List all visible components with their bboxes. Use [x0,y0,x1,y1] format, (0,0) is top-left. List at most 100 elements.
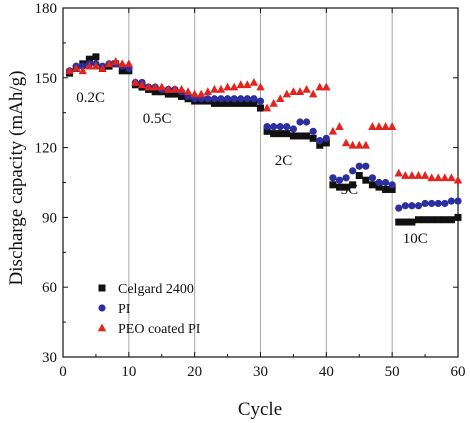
data-point [230,99,238,107]
data-point [401,171,410,179]
data-point [434,199,442,208]
data-point [328,126,338,135]
data-point [447,173,456,182]
data-point [190,89,199,98]
legend-label: Celgard 2400 [118,282,194,297]
data-point [408,218,416,226]
data-point [421,199,429,208]
data-point [355,172,363,180]
data-point [144,82,153,91]
data-point [223,82,232,91]
data-point [414,202,423,210]
data-point [197,89,206,98]
data-point [296,118,304,126]
data-point [374,122,384,130]
data-point [381,178,390,187]
data-point [150,82,160,91]
data-point [295,87,305,96]
data-point [368,174,377,182]
legend-marker [97,323,107,332]
data-point [302,84,311,93]
data-point [257,104,264,112]
y-tick-label: 30 [42,350,57,366]
y-axis: 30 60 90 120 150 180 [35,1,458,366]
y-tick-label: 150 [35,71,58,87]
data-point [381,122,390,130]
data-point [415,216,422,224]
data-point [283,130,291,138]
data-point [283,123,291,131]
data-point [414,171,423,179]
data-point [171,90,179,98]
x-tick-label: 0 [59,364,67,380]
data-point [348,140,357,149]
data-point [289,132,297,140]
data-point [243,95,251,103]
x-tick-label: 10 [121,364,136,380]
data-point [85,55,93,63]
data-point [223,95,232,103]
series-1 [65,60,462,212]
legend-label: PEO coated PI [118,322,201,337]
data-point [78,66,87,75]
data-point [342,174,350,182]
data-point [308,89,318,98]
data-point [237,95,245,103]
data-point [355,140,364,149]
x-tick-label: 40 [319,364,334,380]
data-point [204,95,212,103]
data-point [151,88,159,96]
data-point [276,123,284,131]
data-point [434,173,443,182]
data-point [256,82,265,91]
data-point [104,59,114,68]
data-point [408,202,416,210]
data-point [309,127,317,135]
legend-marker [98,284,106,292]
series-0 [66,53,462,226]
data-point [316,137,324,145]
data-point [118,67,126,75]
legend-label: PI [118,302,131,317]
data-point [183,87,193,96]
data-point [395,218,403,226]
data-point [210,99,218,107]
data-point [454,213,462,221]
data-point [216,84,226,93]
data-point [250,95,258,103]
data-point [249,77,259,86]
data-point [203,87,213,96]
data-point [322,139,330,147]
data-point [322,134,330,142]
y-tick-label: 120 [35,141,58,157]
data-point [71,63,81,72]
legend: Celgard 2400 PI PEO coated PI [97,282,201,337]
rate-label: 0.5C [143,111,172,127]
data-point [315,82,324,91]
x-tick-label: 50 [385,364,400,380]
data-point [401,218,409,226]
x-tick-label: 30 [253,364,268,380]
data-point [276,130,284,138]
rate-label: 0.2C [76,90,105,106]
data-point [447,216,455,224]
data-point [164,90,172,98]
data-point [91,61,101,70]
data-point [355,162,363,170]
data-point [309,134,317,142]
y-tick-label: 60 [42,280,57,296]
data-point [210,84,219,93]
data-point [282,89,292,98]
data-point [263,127,271,135]
data-point [178,92,185,100]
data-point [262,103,272,112]
data-point [388,185,396,193]
data-point [395,204,403,212]
data-point [224,99,232,107]
data-point [388,181,396,189]
data-point [329,181,337,189]
data-point [170,84,180,93]
x-tick-label: 20 [187,364,202,380]
x-tick-label: 60 [451,364,466,380]
data-point [382,185,390,193]
